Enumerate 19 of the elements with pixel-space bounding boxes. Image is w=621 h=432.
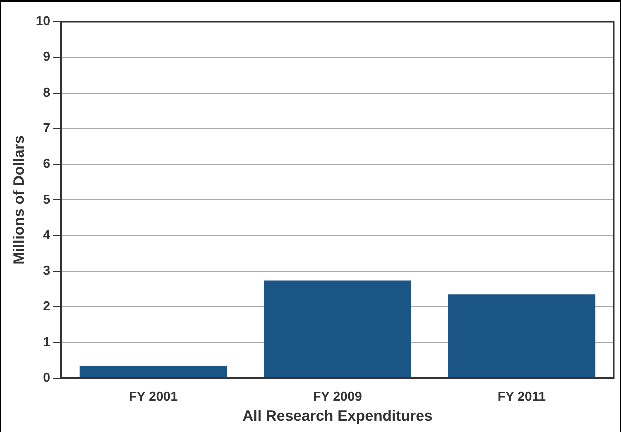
bar <box>264 280 412 378</box>
y-tick-label: 7 <box>43 120 50 136</box>
y-tick-label: 4 <box>43 227 52 242</box>
y-tick-label: 5 <box>43 192 50 207</box>
y-tick-label: 2 <box>43 298 50 314</box>
bar <box>80 366 228 378</box>
y-axis-title: Millions of Dollars <box>11 136 28 265</box>
x-tick-label: FY 2011 <box>498 388 546 404</box>
x-tick-label: FY 2009 <box>313 388 362 404</box>
x-axis-title: All Research Expenditures <box>242 408 433 426</box>
y-tick-label: 1 <box>43 334 50 350</box>
y-tick-label: 8 <box>43 84 50 100</box>
y-tick-label: 0 <box>43 370 50 385</box>
x-tick-label: FY 2001 <box>129 388 178 404</box>
y-tick-label: 9 <box>43 49 50 64</box>
y-tick-label: 3 <box>43 263 50 278</box>
y-tick-label: 6 <box>43 156 50 172</box>
bar <box>448 294 596 378</box>
y-tick-label: 10 <box>36 14 50 29</box>
